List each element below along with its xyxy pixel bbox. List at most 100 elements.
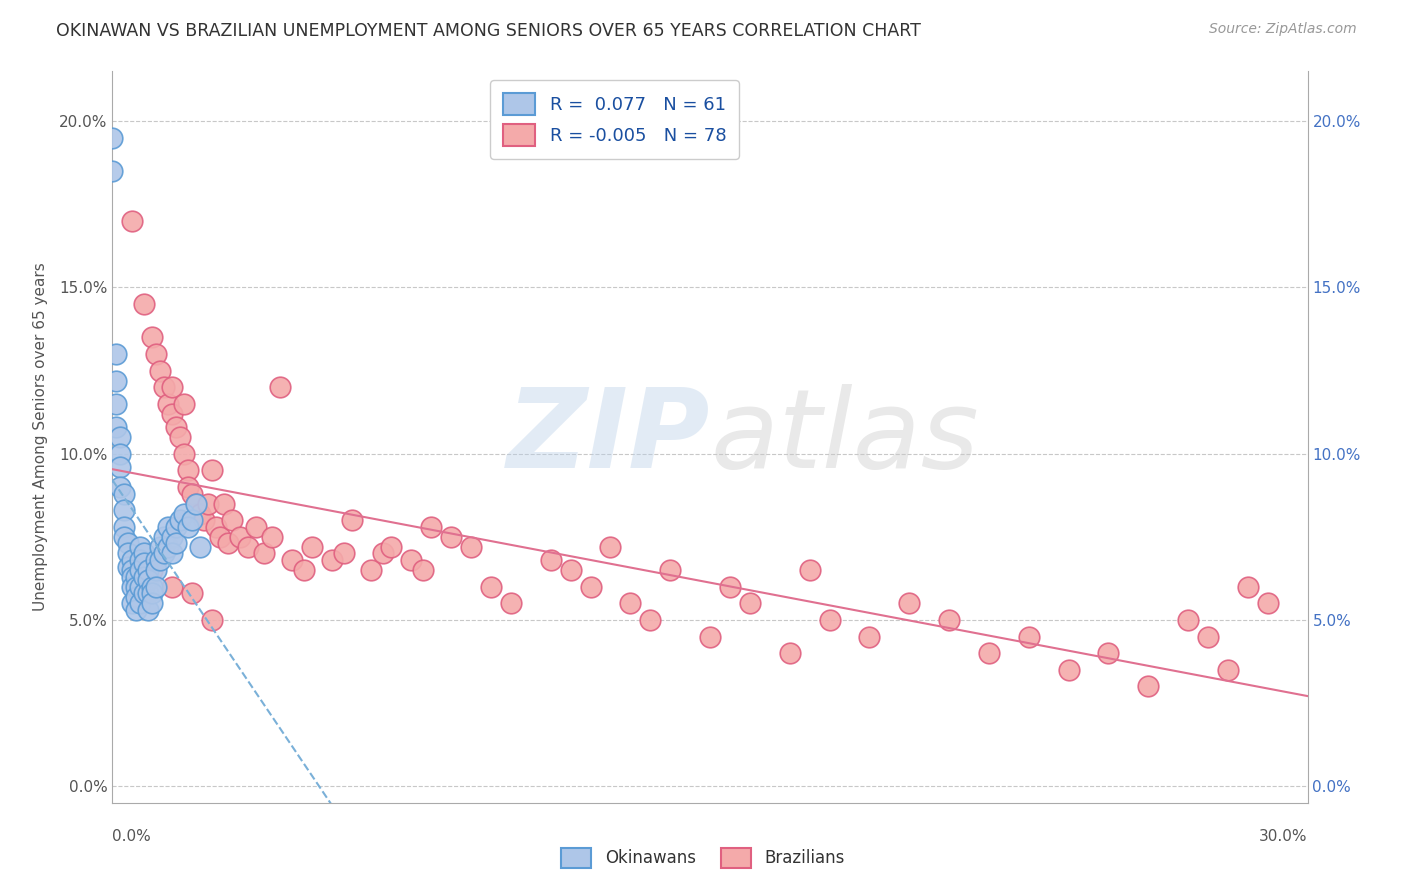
Point — [499, 596, 522, 610]
Point — [420, 520, 443, 534]
Point — [181, 486, 204, 500]
Point — [212, 497, 235, 511]
Point — [799, 563, 821, 577]
Point — [162, 380, 183, 394]
Point — [360, 563, 382, 577]
Point — [162, 546, 183, 560]
Point — [141, 330, 163, 344]
Point — [114, 530, 135, 544]
Point — [145, 347, 167, 361]
Point — [138, 563, 160, 577]
Point — [1197, 630, 1219, 644]
Point — [141, 580, 163, 594]
Point — [1237, 580, 1260, 594]
Point — [221, 513, 243, 527]
Point — [117, 559, 139, 574]
Point — [141, 586, 163, 600]
Point — [197, 497, 219, 511]
Point — [162, 580, 183, 594]
Point — [479, 580, 502, 594]
Point — [117, 546, 139, 560]
Point — [1177, 613, 1199, 627]
Point — [1137, 680, 1160, 694]
Point — [201, 463, 224, 477]
Point — [540, 553, 562, 567]
Point — [245, 520, 267, 534]
Point — [938, 613, 960, 627]
Point — [169, 430, 191, 444]
Point — [129, 580, 152, 594]
Point — [560, 563, 582, 577]
Point — [301, 540, 323, 554]
Point — [125, 580, 148, 594]
Point — [373, 546, 395, 560]
Point — [332, 546, 354, 560]
Point — [186, 497, 208, 511]
Point — [134, 297, 156, 311]
Point — [162, 530, 183, 544]
Point — [101, 164, 124, 178]
Point — [599, 540, 621, 554]
Point — [193, 513, 215, 527]
Point — [209, 530, 232, 544]
Point — [460, 540, 482, 554]
Point — [121, 570, 143, 584]
Point — [292, 563, 315, 577]
Point — [1216, 663, 1239, 677]
Point — [205, 520, 228, 534]
Point — [173, 447, 195, 461]
Point — [129, 540, 152, 554]
Point — [125, 570, 148, 584]
Point — [149, 363, 172, 377]
Point — [157, 397, 180, 411]
Point — [121, 580, 143, 594]
Point — [153, 530, 176, 544]
Text: ZIP: ZIP — [506, 384, 710, 491]
Point — [138, 603, 160, 617]
Point — [181, 513, 204, 527]
Point — [579, 580, 602, 594]
Point — [186, 497, 208, 511]
Point — [105, 374, 128, 388]
Point — [699, 630, 721, 644]
Point — [165, 420, 187, 434]
Point — [114, 503, 135, 517]
Point — [269, 380, 291, 394]
Point — [117, 536, 139, 550]
Point — [110, 447, 132, 461]
Point — [153, 380, 176, 394]
Point — [105, 347, 128, 361]
Point — [659, 563, 682, 577]
Text: atlas: atlas — [710, 384, 979, 491]
Point — [145, 553, 167, 567]
Point — [169, 513, 191, 527]
Point — [818, 613, 841, 627]
Point — [401, 553, 423, 567]
Point — [177, 463, 200, 477]
Point — [110, 480, 132, 494]
Point — [718, 580, 741, 594]
Point — [157, 520, 180, 534]
Point — [173, 507, 195, 521]
Point — [105, 420, 128, 434]
Point — [260, 530, 283, 544]
Point — [1018, 630, 1040, 644]
Point — [165, 536, 187, 550]
Point — [201, 613, 224, 627]
Point — [110, 460, 132, 475]
Point — [380, 540, 402, 554]
Point — [121, 553, 143, 567]
Point — [121, 596, 143, 610]
Point — [149, 540, 172, 554]
Point — [898, 596, 921, 610]
Point — [340, 513, 363, 527]
Point — [145, 580, 167, 594]
Point — [321, 553, 343, 567]
Legend: R =  0.077   N = 61, R = -0.005   N = 78: R = 0.077 N = 61, R = -0.005 N = 78 — [491, 80, 738, 159]
Text: 30.0%: 30.0% — [1260, 830, 1308, 845]
Point — [253, 546, 276, 560]
Point — [141, 596, 163, 610]
Point — [125, 590, 148, 604]
Text: Source: ZipAtlas.com: Source: ZipAtlas.com — [1209, 22, 1357, 37]
Point — [129, 563, 152, 577]
